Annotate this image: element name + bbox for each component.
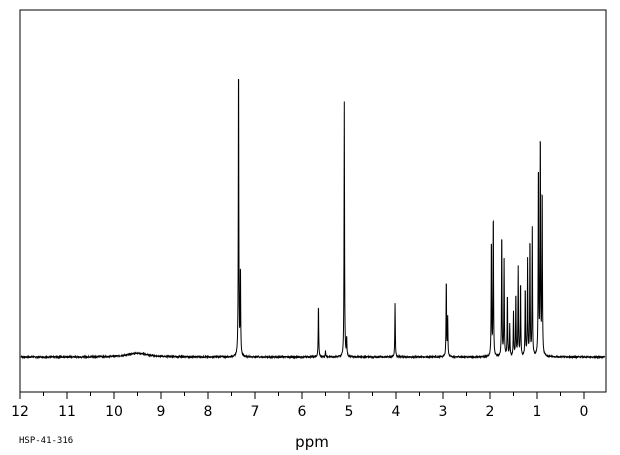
x-tick-label: 2 (486, 404, 495, 420)
sample-code-label: HSP-41-316 (19, 436, 74, 446)
x-tick-label: 7 (251, 404, 260, 420)
x-tick-label: 0 (580, 404, 589, 420)
x-axis-ticks (19, 392, 585, 399)
x-tick-label: 8 (204, 404, 213, 420)
x-axis-label: ppm (295, 433, 329, 451)
x-tick-label: 3 (439, 404, 448, 420)
spectrum-line (20, 78, 606, 360)
x-tick-label: 9 (157, 404, 166, 420)
x-tick-label: 12 (11, 404, 29, 420)
x-tick-label: 4 (392, 404, 401, 420)
x-tick-label: 5 (345, 404, 354, 420)
x-axis-tick-labels: 12 11 10 9 8 7 6 5 4 3 2 1 0 (11, 404, 588, 420)
x-tick-label: 10 (105, 404, 123, 420)
x-tick-label: 11 (58, 404, 76, 420)
x-tick-label: 1 (533, 404, 542, 420)
plot-frame (19, 9, 607, 393)
x-tick-label: 6 (298, 404, 307, 420)
